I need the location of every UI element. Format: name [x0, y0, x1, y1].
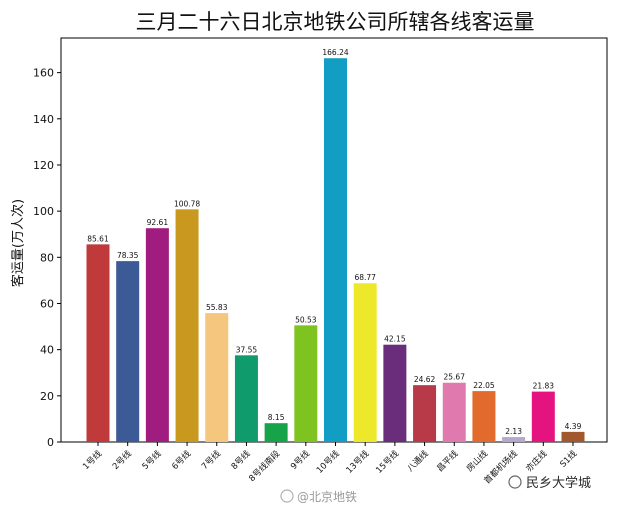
y-tick-label: 40	[40, 344, 54, 357]
bar-7	[264, 423, 288, 442]
bar-value-label: 68.77	[354, 273, 376, 282]
y-axis-ticks: 0 20 40 60 80 100 120 140 160	[33, 67, 61, 449]
watermark-wechat-text: 民乡大学城	[526, 475, 591, 491]
bar-3	[145, 228, 169, 442]
bar-5	[205, 313, 229, 442]
bar-value-label: 92.61	[147, 218, 169, 227]
x-tick-label: 亦庄线	[524, 448, 550, 474]
watermark-wechat: 民乡大学城	[508, 475, 591, 491]
bar-value-label: 4.39	[565, 422, 582, 431]
bar-1	[86, 244, 110, 442]
x-tick-label: 13号线	[344, 448, 372, 476]
x-tick-label: 8号线	[229, 448, 253, 472]
bar-13	[442, 382, 466, 442]
bar-value-label: 42.15	[384, 335, 406, 344]
bar-8	[294, 325, 318, 442]
y-tick-label: 0	[47, 436, 54, 449]
bar-value-label: 166.24	[322, 48, 348, 57]
x-tick-label: 10号线	[314, 448, 342, 476]
x-tick-label: 1号线	[80, 448, 104, 472]
bar-9	[324, 58, 347, 443]
y-tick-label: 100	[33, 205, 54, 218]
y-tick-label: 60	[40, 297, 54, 310]
bar-17	[561, 431, 585, 442]
bar-value-label: 50.53	[295, 315, 317, 324]
x-tick-label: S1线	[558, 448, 580, 470]
bar-value-label: 85.61	[87, 234, 109, 243]
bars-group	[86, 58, 585, 443]
y-tick-label: 120	[33, 159, 54, 172]
bar-11	[383, 344, 407, 442]
bar-value-label: 21.83	[533, 382, 555, 391]
watermark-weibo-text: @北京地铁	[297, 490, 357, 504]
x-tick-label: 6号线	[170, 448, 194, 472]
chart-title: 三月二十六日北京地铁公司所辖各线客运量	[136, 10, 535, 34]
y-axis-label: 客运量(万人次)	[10, 199, 26, 287]
wechat-icon	[508, 475, 522, 489]
x-tick-label: 15号线	[374, 448, 402, 476]
bar-value-label: 78.35	[117, 251, 139, 260]
x-tick-label: 7号线	[199, 448, 223, 472]
y-tick-label: 20	[40, 390, 54, 403]
bar-16	[531, 391, 555, 442]
y-tick-label: 160	[33, 67, 54, 80]
x-tick-label: 8号线南段	[247, 448, 283, 484]
bar-value-label: 25.67	[444, 373, 466, 382]
x-tick-label: 八通线	[405, 448, 431, 474]
bar-2	[116, 261, 140, 442]
bar-value-label: 100.78	[174, 199, 200, 208]
bar-6	[234, 355, 258, 442]
x-tick-label: 2号线	[110, 448, 134, 472]
y-tick-label: 80	[40, 251, 54, 264]
x-tick-label: 房山线	[464, 448, 490, 474]
x-tick-label: 9号线	[288, 448, 312, 472]
bar-14	[472, 391, 496, 442]
bar-value-label: 24.62	[414, 375, 436, 384]
bar-value-label: 22.05	[473, 381, 495, 390]
x-tick-label: 5号线	[140, 448, 164, 472]
bar-value-label: 55.83	[206, 303, 228, 312]
bar-value-label: 8.15	[268, 413, 285, 422]
bar-4	[175, 209, 199, 442]
bar-15	[502, 437, 526, 442]
watermark-weibo: @北京地铁	[280, 489, 357, 504]
bar-value-label: 2.13	[505, 427, 522, 436]
bar-value-label: 37.55	[236, 345, 258, 354]
value-labels-group: 85.61 78.35 92.61 100.78 55.83 37.55 8.15 50.53…	[87, 48, 581, 436]
y-tick-label: 140	[33, 113, 54, 126]
bar-10	[353, 283, 377, 442]
bar-12	[413, 385, 437, 442]
weibo-icon	[280, 489, 294, 503]
x-tick-label: 昌平线	[435, 448, 461, 474]
